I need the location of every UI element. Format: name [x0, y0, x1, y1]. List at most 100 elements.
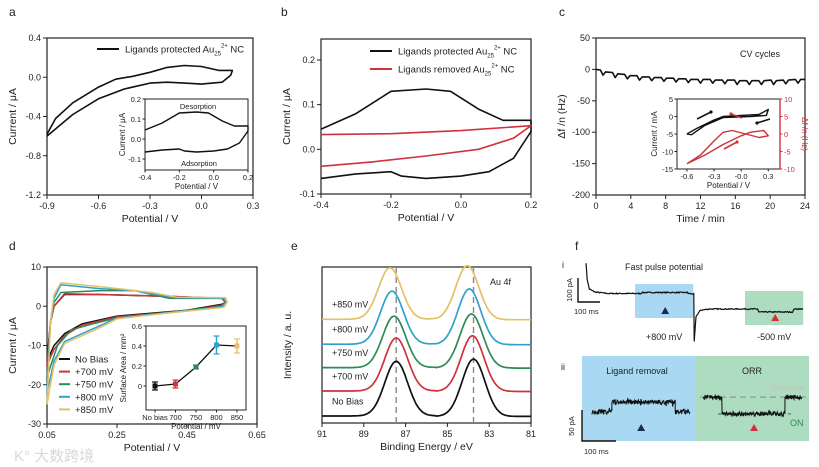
c-ytick-label: -200	[572, 190, 590, 200]
f-i-window-label: -500 mV	[757, 332, 791, 342]
c-inset-y2tick-label: 0	[784, 130, 788, 139]
c-inset-ytick-label: 0	[669, 113, 673, 122]
d-inset-xtick-label: 750	[190, 413, 203, 422]
f-ii-region-label: ORR	[742, 366, 763, 376]
a-ytick-label: 0.4	[28, 33, 41, 43]
e-xps-spectrum-3	[322, 288, 531, 346]
a-ytick-label: -0.4	[25, 112, 41, 122]
c-inset-xtick-label: 0.3	[763, 172, 773, 181]
c-xtick-label: 4	[628, 201, 633, 211]
a-inset-desorption-label: Desorption	[180, 102, 216, 111]
legend-subscript: 25	[485, 72, 492, 78]
legend-superscript: 2+	[221, 44, 228, 50]
a-xtick-label: 0.3	[247, 201, 260, 211]
d-legend-label: +700 mV	[75, 367, 114, 378]
e-x-axis-label: Binding Energy / eV	[380, 441, 473, 453]
d-inset-ytick-label: 0.2	[132, 362, 142, 371]
arrow-head-icon	[709, 110, 713, 114]
c-inset-y2tick-label: 5	[784, 113, 788, 122]
d-inset-xtick-label: 800	[210, 413, 223, 422]
a-xtick-label: -0.6	[91, 201, 107, 211]
c-inset-y2tick-label: 10	[784, 95, 792, 104]
e-xtick-label: 85	[442, 429, 452, 439]
a-inset-y-axis-label: Current / μA	[118, 112, 127, 156]
arrow-head-icon	[755, 121, 759, 125]
c-ytick-label: -150	[572, 159, 590, 169]
c-xtick-label: 16	[730, 201, 740, 211]
f-i-scale-y-label: 100 pA	[565, 278, 574, 302]
d-legend-label: No Bias	[75, 355, 109, 366]
c-cv-cycles-label: CV cycles	[740, 49, 781, 59]
d-ytick-label: -20	[28, 380, 41, 390]
b-legend-label: Ligands protected Au252+ NC	[398, 46, 517, 60]
a-inset-cv-curve	[144, 111, 249, 153]
f-ii-current-trace-0	[591, 397, 691, 416]
c-ytick-label: 0	[585, 64, 590, 74]
direction-arrow-icon	[723, 141, 738, 150]
d-inset-x-axis-label: Potential / mV	[171, 422, 221, 431]
e-spectrum-label: No Bias	[332, 396, 364, 406]
a-inset-ytick-label: 0.0	[131, 135, 141, 144]
c-inset-ytick-label: -15	[662, 165, 673, 174]
a-inset-ytick-label: -0.1	[128, 155, 141, 164]
b-y-axis-label: Current / μA	[281, 88, 293, 145]
f-i-scale-bar	[577, 278, 600, 303]
d-cv-curve-3	[46, 283, 227, 393]
f-i-window-label: +800 mV	[646, 332, 682, 342]
b-xtick-label: -0.4	[313, 200, 329, 210]
triangle-marker-icon	[750, 424, 759, 431]
e-xps-spectrum-4	[322, 264, 531, 321]
panel-label-f: f	[575, 239, 579, 253]
arrow-head-icon	[735, 140, 739, 144]
b-ytick-label: 0.1	[302, 100, 315, 110]
f-ii-baseline-label: baseline	[771, 383, 805, 393]
direction-arrow-icon	[756, 118, 771, 124]
c-ytick-label: -50	[577, 96, 590, 106]
panel-label-e: e	[291, 239, 298, 253]
e-xtick-label: 87	[401, 429, 411, 439]
c-inset-x-axis-label: Potential / V	[707, 181, 751, 190]
c-inset-y-axis-label: Current / mA	[650, 111, 659, 157]
f-i-current-trace	[585, 263, 804, 342]
d-ytick-label: -10	[28, 341, 41, 351]
d-xtick-label: 0.45	[178, 430, 196, 440]
a-xtick-label: -0.9	[39, 201, 55, 211]
a-inset-ytick-label: 0.2	[131, 95, 141, 104]
e-xtick-label: 89	[359, 429, 369, 439]
legend-subscript: 25	[487, 54, 494, 60]
e-spectrum-label: +800 mV	[332, 325, 368, 335]
a-y-axis-label: Current / μA	[7, 88, 19, 145]
legend-text-tail: NC	[498, 65, 515, 76]
d-inset-xtick-label: 700	[169, 413, 182, 422]
c-xtick-label: 24	[800, 201, 810, 211]
a-legend-label: Ligands protected Au252+ NC	[125, 44, 244, 58]
b-ytick-label: 0.2	[302, 55, 315, 65]
e-xtick-label: 91	[317, 429, 327, 439]
d-inset-data-point	[213, 342, 219, 348]
d-inset-data-point	[234, 343, 240, 349]
d-inset-y-axis-label: Surface Area / mm²	[119, 333, 128, 402]
c-xtick-label: 8	[663, 201, 668, 211]
c-inset-frequency-loop	[686, 129, 769, 165]
a-inset-x-axis-label: Potential / V	[175, 182, 219, 191]
b-xtick-label: 0.0	[455, 200, 468, 210]
panel-label-c: c	[559, 5, 565, 19]
panel-label-f-ii: ii	[561, 362, 565, 372]
legend-superscript: 2+	[494, 46, 501, 52]
triangle-marker-icon	[661, 307, 670, 314]
b-x-axis-label: Potential / V	[398, 212, 455, 224]
d-inset-xtick-label: No bias	[142, 413, 168, 422]
arrow-head-icon	[729, 112, 733, 116]
d-ytick-label: 0	[36, 301, 41, 311]
d-legend-label: +800 mV	[75, 392, 114, 403]
legend-text: Ligands protected Au	[398, 47, 487, 58]
d-legend-label: +850 mV	[75, 405, 114, 416]
c-inset-y2tick-label: -10	[784, 165, 795, 174]
c-inset-current-loop	[686, 108, 769, 136]
a-inset-xtick-label: 0.0	[208, 173, 218, 182]
legend-text-tail: NC	[501, 47, 518, 58]
f-ii-region-label: Ligand removal	[606, 366, 668, 376]
b-ytick-label: -0.1	[299, 189, 315, 199]
f-ii-scale-x-label: 100 ms	[584, 447, 609, 456]
a-inset-plot-frame	[144, 98, 249, 171]
